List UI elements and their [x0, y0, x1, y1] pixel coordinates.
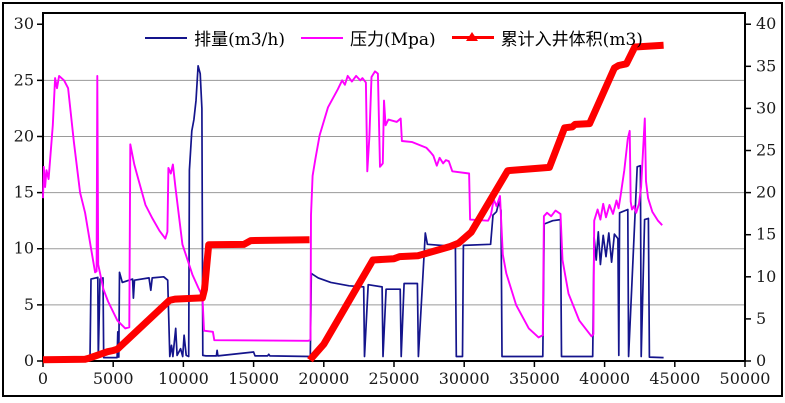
svg-text:20: 20 — [756, 183, 776, 202]
series-pressure — [42, 70, 663, 342]
svg-text:5: 5 — [24, 295, 34, 314]
svg-text:10: 10 — [756, 267, 776, 286]
svg-text:10: 10 — [14, 239, 34, 258]
legend-item-flow-rate: 排量(m3/h) — [145, 25, 285, 50]
legend-item-cumulative-volume: 累计入井体积(m3) — [451, 25, 643, 50]
svg-text:30000: 30000 — [439, 369, 490, 388]
legend-label-flow-rate: 排量(m3/h) — [194, 30, 285, 50]
y-axis-left: 0 5 10 15 20 25 30 — [14, 14, 43, 370]
svg-text:0: 0 — [24, 351, 34, 370]
triangle-marker-icon — [465, 32, 478, 41]
svg-text:35000: 35000 — [509, 369, 560, 388]
svg-text:15: 15 — [756, 225, 776, 244]
y-axis-right: 0 5 10 15 20 25 30 35 40 — [745, 14, 776, 370]
svg-text:5: 5 — [756, 309, 766, 328]
svg-text:15000: 15000 — [228, 369, 279, 388]
svg-text:5000: 5000 — [93, 369, 134, 388]
series-flow-rate — [43, 64, 664, 360]
legend-label-cumulative-volume: 累计入井体积(m3) — [500, 30, 643, 50]
cumulative-volume-line-sample — [451, 32, 494, 41]
pressure-line-sample — [300, 36, 343, 39]
svg-text:30: 30 — [756, 98, 776, 117]
svg-text:40000: 40000 — [579, 369, 630, 388]
svg-text:45000: 45000 — [649, 369, 700, 388]
svg-text:25: 25 — [14, 70, 34, 89]
svg-text:35: 35 — [756, 56, 776, 75]
svg-text:0: 0 — [756, 351, 766, 370]
series-cumulative-volume — [42, 41, 664, 364]
flow-rate-line-sample — [145, 36, 188, 39]
svg-text:20000: 20000 — [298, 369, 349, 388]
svg-text:15: 15 — [14, 183, 34, 202]
x-axis: 0 5000 10000 15000 20000 25000 30000 35000 40000… — [38, 361, 771, 388]
legend-label-pressure: 压力(Mpa) — [349, 30, 436, 50]
svg-text:30: 30 — [14, 14, 34, 33]
svg-text:40: 40 — [756, 14, 776, 33]
svg-text:10000: 10000 — [158, 369, 209, 388]
legend-item-pressure: 压力(Mpa) — [300, 25, 436, 50]
svg-text:25: 25 — [756, 141, 776, 160]
svg-text:0: 0 — [38, 369, 48, 388]
svg-text:25000: 25000 — [369, 369, 420, 388]
svg-text:20: 20 — [14, 126, 34, 145]
svg-text:50000: 50000 — [720, 369, 771, 388]
legend: 排量(m3/h) 压力(Mpa) 累计入井体积(m3) — [43, 25, 745, 50]
